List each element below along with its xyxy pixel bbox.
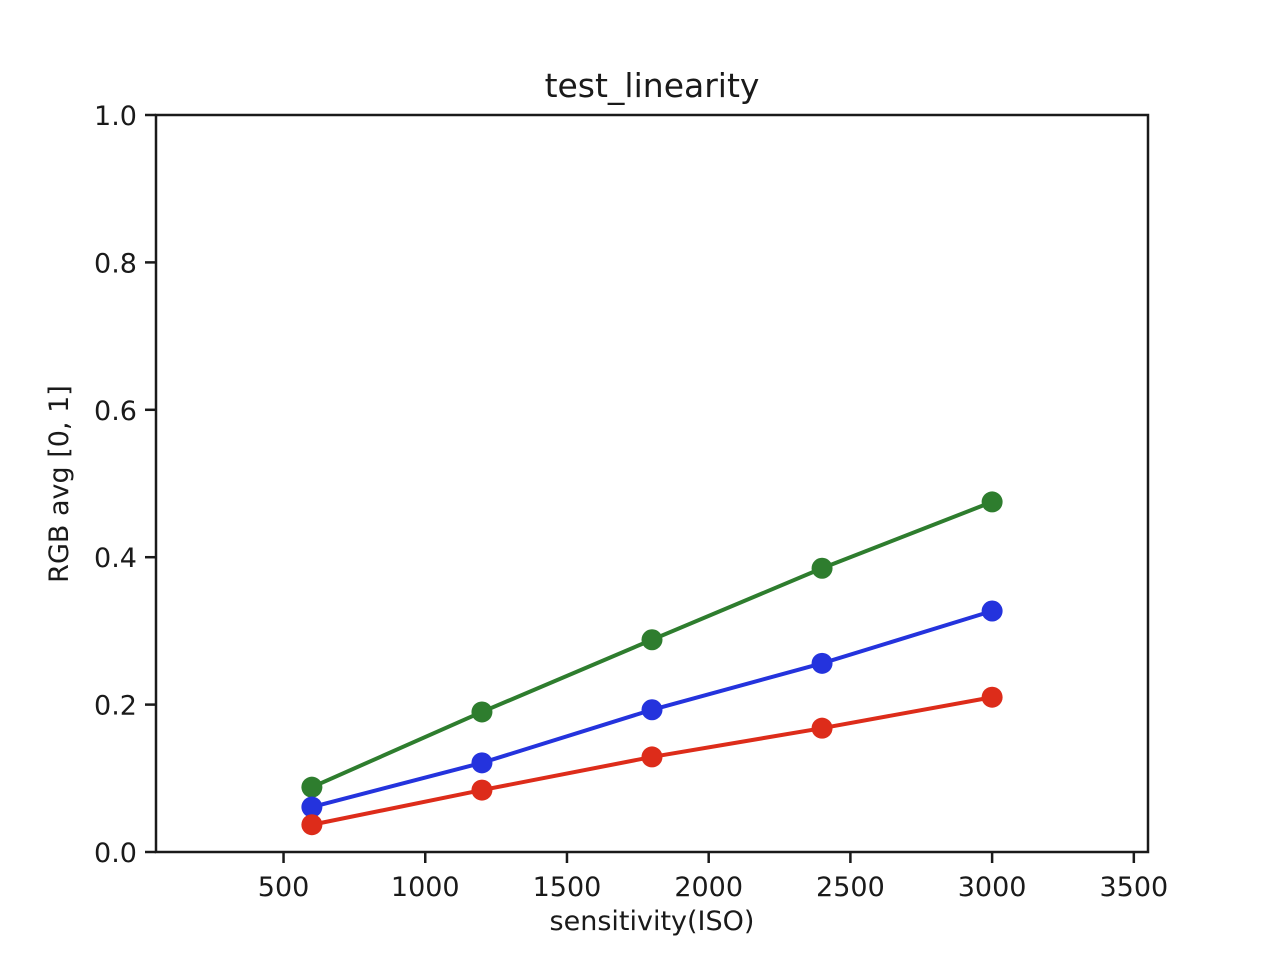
data-point-green — [301, 776, 323, 798]
data-point-blue — [811, 652, 833, 674]
x-tick-label: 3500 — [1099, 872, 1168, 903]
y-axis-label: RGB avg [0, 1] — [44, 385, 75, 583]
y-tick-label: 0.6 — [94, 396, 137, 427]
y-tick-label: 0.2 — [94, 691, 137, 722]
data-point-green — [981, 491, 1003, 513]
chart-title: test_linearity — [545, 66, 760, 105]
data-point-blue — [471, 752, 493, 774]
data-point-green — [641, 629, 663, 651]
data-point-red — [981, 686, 1003, 708]
data-point-red — [641, 746, 663, 768]
data-point-green — [811, 557, 833, 579]
data-point-blue — [981, 600, 1003, 622]
x-axis-label: sensitivity(ISO) — [550, 906, 755, 937]
data-point-blue — [301, 796, 323, 818]
x-tick-label: 500 — [258, 872, 310, 903]
plot-area: 500 1000 1500 2000 2500 3000 3500 0.0 0.2 0.4 0.6 0… — [94, 101, 1168, 903]
x-tick-label: 3000 — [958, 872, 1027, 903]
x-tick-label: 2000 — [674, 872, 743, 903]
x-tick-label: 1000 — [391, 872, 460, 903]
y-tick-label: 0.0 — [94, 838, 137, 869]
data-point-blue — [641, 699, 663, 721]
axes-box — [154, 113, 1150, 854]
y-tick-label: 0.4 — [94, 543, 137, 574]
y-tick-label: 1.0 — [94, 101, 137, 132]
data-point-red — [811, 717, 833, 739]
x-tick-label: 1500 — [533, 872, 602, 903]
data-point-green — [471, 701, 493, 723]
data-point-red — [301, 814, 323, 836]
data-point-red — [471, 779, 493, 801]
x-tick-label: 2500 — [816, 872, 885, 903]
y-tick-label: 0.8 — [94, 248, 137, 279]
